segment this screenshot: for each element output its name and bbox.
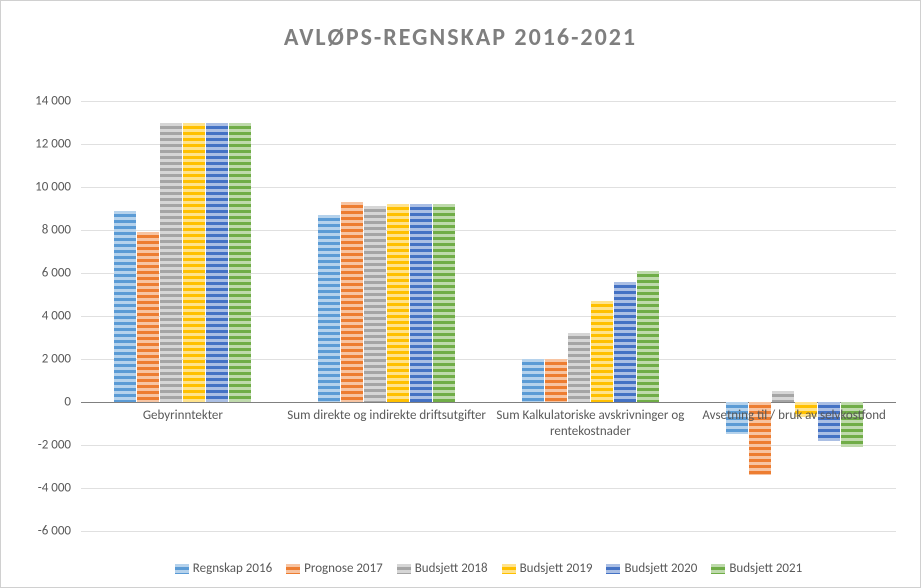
bar: [568, 333, 590, 402]
legend-item: Budsjett 2019: [502, 561, 593, 576]
bar: [206, 123, 228, 403]
bar: [433, 204, 455, 402]
legend-item: Regnskap 2016: [175, 561, 272, 576]
bar: [545, 359, 567, 402]
legend-swatch: [711, 564, 725, 574]
bar: [387, 204, 409, 402]
y-tick-label: 14 000: [35, 94, 81, 109]
y-tick-label: 6 000: [42, 266, 81, 281]
y-tick-label: 12 000: [35, 137, 81, 152]
y-tick-label: 8 000: [42, 223, 81, 238]
legend-label: Regnskap 2016: [193, 561, 272, 576]
y-tick-label: -2 000: [38, 438, 81, 453]
category-label: Sum Kalkulatoriske avskrivninger og rent…: [489, 408, 693, 441]
legend-label: Budsjett 2018: [415, 561, 488, 576]
bar: [364, 206, 386, 402]
bar: [341, 202, 363, 402]
y-tick-label: -6 000: [38, 524, 81, 539]
legend-item: Budsjett 2018: [397, 561, 488, 576]
plot-area: -6 000-4 000-2 00002 0004 0006 0008 0001…: [81, 101, 896, 531]
y-tick-label: -4 000: [38, 481, 81, 496]
bar: [772, 391, 794, 402]
bar: [591, 301, 613, 402]
legend-item: Budsjett 2021: [711, 561, 802, 576]
y-tick-label: 10 000: [35, 180, 81, 195]
y-tick-label: 0: [64, 395, 81, 410]
chart-legend: Regnskap 2016 Prognose 2017 Budsjett 2018 B…: [81, 561, 896, 576]
legend-label: Budsjett 2020: [624, 561, 697, 576]
legend-label: Budsjett 2021: [729, 561, 802, 576]
gridline: [81, 101, 896, 102]
bar: [183, 123, 205, 403]
legend-swatch: [502, 564, 516, 574]
axis-zero-line: [81, 402, 896, 403]
gridline: [81, 531, 896, 532]
bar: [229, 123, 251, 403]
bar: [637, 271, 659, 402]
chart-title: AVLØPS-REGNSKAP 2016-2021: [1, 23, 920, 52]
y-tick-label: 2 000: [42, 352, 81, 367]
category-label: Avsetning til / bruk av selvkostfond: [692, 408, 896, 424]
category-label: Gebyrinntekter: [81, 408, 285, 424]
gridline: [81, 488, 896, 489]
legend-item: Prognose 2017: [286, 561, 383, 576]
legend-label: Prognose 2017: [304, 561, 383, 576]
bar: [410, 204, 432, 402]
legend-swatch: [175, 564, 189, 574]
bar: [137, 232, 159, 402]
category-label: Sum direkte og indirekte driftsutgifter: [285, 408, 489, 424]
y-tick-label: 4 000: [42, 309, 81, 324]
legend-swatch: [286, 564, 300, 574]
bar: [614, 282, 636, 402]
bar: [160, 123, 182, 403]
gridline: [81, 445, 896, 446]
legend-swatch: [606, 564, 620, 574]
legend-swatch: [397, 564, 411, 574]
legend-label: Budsjett 2019: [520, 561, 593, 576]
legend-item: Budsjett 2020: [606, 561, 697, 576]
bar: [114, 211, 136, 402]
bar: [522, 359, 544, 402]
chart-frame: AVLØPS-REGNSKAP 2016-2021 -6 000-4 000-2…: [0, 0, 921, 588]
bar: [318, 215, 340, 402]
